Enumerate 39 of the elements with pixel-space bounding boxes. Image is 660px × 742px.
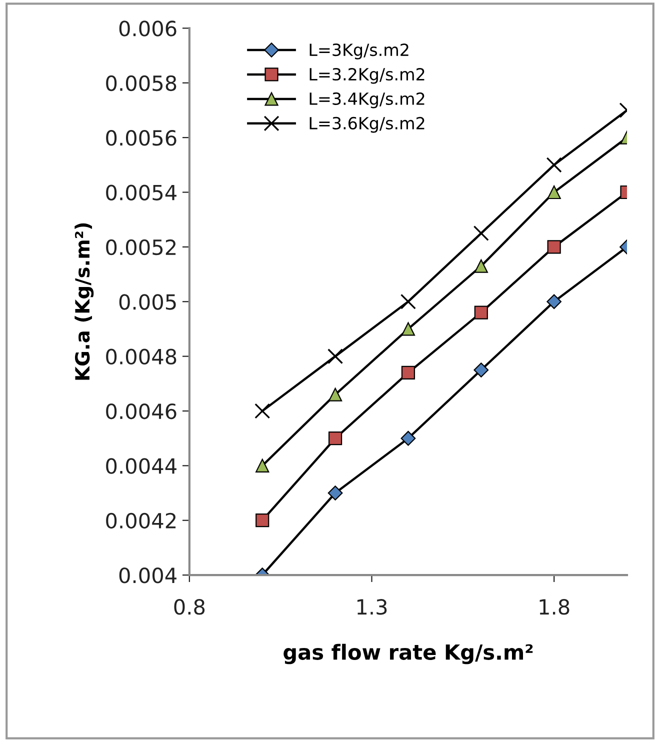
y-tick-label: 0.006 xyxy=(119,20,176,36)
point xyxy=(328,348,344,364)
x-tick-label: 1.3 xyxy=(357,599,387,615)
point xyxy=(546,157,562,173)
legend-label: L=3.4Kg/s.m2 xyxy=(310,92,424,108)
x-tick-label: 0.8 xyxy=(174,599,205,615)
x-axis-title: gas flow rate Kg/s.m² xyxy=(284,644,533,664)
legend-label: L=3.2Kg/s.m2 xyxy=(310,68,424,84)
point xyxy=(400,430,416,446)
y-tick-label: 0.0044 xyxy=(106,458,176,474)
point xyxy=(474,362,489,378)
y-tick-label: 0.0042 xyxy=(106,512,176,529)
y-tick-label: 0.0058 xyxy=(106,75,176,92)
y-tick-label: 0.0054 xyxy=(106,184,176,200)
x-tick-label: 1.8 xyxy=(540,599,570,615)
y-tick-label: 0.0056 xyxy=(106,130,176,146)
point xyxy=(328,486,343,500)
point xyxy=(400,294,416,310)
point xyxy=(401,322,416,336)
y-tick-label: 0.005 xyxy=(119,294,176,310)
point xyxy=(328,388,342,402)
point xyxy=(256,458,270,472)
point xyxy=(474,306,488,320)
point xyxy=(546,294,562,310)
y-tick-label: 0.0046 xyxy=(106,403,176,420)
point xyxy=(401,366,416,380)
point xyxy=(547,240,561,254)
point xyxy=(474,259,488,273)
y-tick-label: 0.0048 xyxy=(106,348,176,365)
y-tick-label: 0.004 xyxy=(119,568,176,584)
point xyxy=(254,403,270,419)
point xyxy=(473,225,489,242)
point xyxy=(256,514,270,528)
point xyxy=(328,432,342,446)
y-tick-label: 0.0052 xyxy=(106,239,176,256)
legend-label: L=3Kg/s.m2 xyxy=(310,43,408,60)
legend-label: L=3.6Kg/s.m2 xyxy=(310,116,424,133)
y-axis-title: KG.a (Kg/s.m²) xyxy=(74,223,94,380)
point xyxy=(547,185,561,200)
